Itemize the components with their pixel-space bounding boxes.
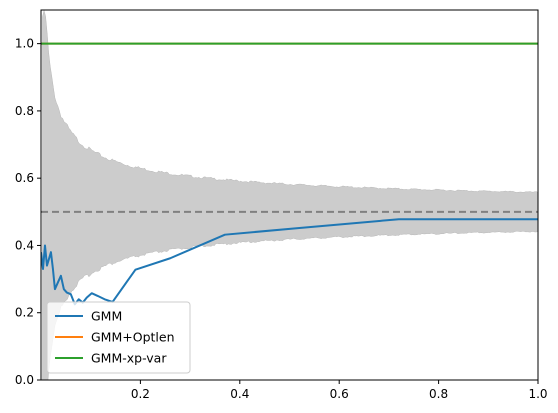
- axes-frame: [40, 9, 539, 381]
- y-tick-label: 0.4: [15, 238, 34, 252]
- legend-label: GMM-xp-var: [91, 351, 167, 366]
- y-tick-label: 0.8: [15, 104, 34, 118]
- x-tick-label: 0.2: [131, 387, 150, 401]
- legend: GMM GMM+Optlen GMM-xp-var: [46, 301, 191, 374]
- x-tick-label: 1.0: [528, 387, 547, 401]
- x-tick-label: 0.4: [230, 387, 249, 401]
- legend-label: GMM+Optlen: [91, 330, 175, 345]
- axis-ticks: 0.2 0.4 0.6 0.8 1.0 0.0 0.2 0.4 0.6 0.8 1.0: [15, 37, 548, 401]
- y-tick-label: 0.6: [15, 171, 34, 185]
- legend-box: [46, 301, 191, 374]
- y-tick-label: 0.2: [15, 306, 34, 320]
- y-tick-label: 1.0: [15, 37, 34, 51]
- y-tick-label: 0.0: [15, 373, 34, 387]
- x-tick-label: 0.8: [429, 387, 448, 401]
- x-tick-label: 0.6: [330, 387, 349, 401]
- legend-label: GMM: [91, 309, 122, 324]
- uncertainty-band: [42, 10, 538, 380]
